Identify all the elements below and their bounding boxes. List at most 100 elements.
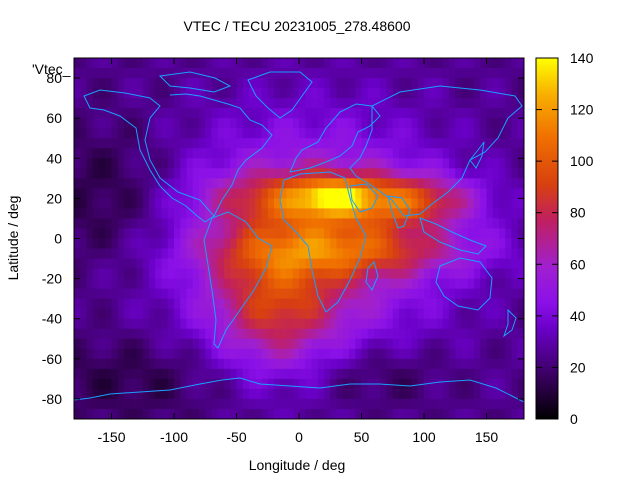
heatmap-cell xyxy=(267,408,275,419)
heatmap-cell xyxy=(180,198,188,210)
heatmap-cell xyxy=(499,258,506,270)
heatmap-cell xyxy=(292,378,300,390)
heatmap-cell xyxy=(230,388,238,400)
heatmap-cell xyxy=(242,128,250,139)
heatmap-cell xyxy=(324,68,331,79)
heatmap-cell xyxy=(130,278,138,290)
heatmap-cell xyxy=(105,318,113,330)
heatmap-cell xyxy=(149,228,156,240)
heatmap-cell xyxy=(330,148,338,159)
heatmap-cell xyxy=(211,408,219,419)
heatmap-cell xyxy=(411,298,419,310)
heatmap-cell xyxy=(149,278,156,290)
heatmap-cell xyxy=(280,358,288,370)
heatmap-cell xyxy=(405,168,413,179)
heatmap-cell xyxy=(317,178,325,189)
heatmap-cell xyxy=(449,398,456,410)
heatmap-cell xyxy=(449,128,456,139)
heatmap-cell xyxy=(261,308,269,320)
heatmap-cell xyxy=(424,58,431,69)
heatmap-cell xyxy=(280,238,288,250)
heatmap-cell xyxy=(305,98,313,109)
heatmap-cell xyxy=(174,158,181,169)
heatmap-cell xyxy=(286,378,294,390)
heatmap-cell xyxy=(330,108,338,119)
heatmap-cell xyxy=(192,118,200,129)
heatmap-cell xyxy=(161,98,169,109)
heatmap-cell xyxy=(330,78,338,89)
heatmap-cell xyxy=(480,118,488,129)
heatmap-cell xyxy=(355,348,363,360)
heatmap-cell xyxy=(211,58,219,69)
heatmap-cell xyxy=(130,208,138,220)
heatmap-cell xyxy=(274,98,281,109)
heatmap-cell xyxy=(467,58,475,69)
heatmap-cell xyxy=(292,398,300,410)
heatmap-cell xyxy=(374,248,381,260)
heatmap-cell xyxy=(292,328,300,340)
heatmap-cell xyxy=(492,368,500,380)
heatmap-cell xyxy=(430,278,438,290)
heatmap-cell xyxy=(255,298,263,310)
heatmap-cell xyxy=(311,378,319,390)
heatmap-cell xyxy=(305,308,313,320)
heatmap-cell xyxy=(174,88,181,99)
heatmap-cell xyxy=(511,198,519,210)
heatmap-cell xyxy=(311,68,319,79)
coastline-europe xyxy=(289,103,381,173)
heatmap-cell xyxy=(436,168,444,179)
heatmap-cell xyxy=(324,308,331,320)
heatmap-cell xyxy=(117,128,125,139)
heatmap-cell xyxy=(392,348,400,360)
heatmap-cell xyxy=(99,248,106,260)
heatmap-cell xyxy=(211,148,219,159)
heatmap-cell xyxy=(167,408,175,419)
heatmap-cell xyxy=(330,348,338,360)
heatmap-cell xyxy=(105,408,113,419)
heatmap-cell xyxy=(380,328,388,340)
heatmap-cell xyxy=(199,358,206,370)
heatmap-cell xyxy=(80,398,88,410)
heatmap-cell xyxy=(511,128,519,139)
heatmap-cell xyxy=(299,78,306,89)
heatmap-cell xyxy=(130,78,138,89)
heatmap-cell xyxy=(405,288,413,300)
heatmap-cell xyxy=(467,328,475,340)
heatmap-cell xyxy=(99,338,106,350)
heatmap-cell xyxy=(461,358,469,370)
heatmap-cell xyxy=(367,368,375,380)
heatmap-cell xyxy=(461,218,469,230)
heatmap-cell xyxy=(205,178,213,189)
heatmap-cell xyxy=(199,298,206,310)
heatmap-cell xyxy=(186,288,194,300)
heatmap-cell xyxy=(274,338,281,350)
heatmap-cell xyxy=(255,128,263,139)
heatmap-cell xyxy=(299,218,306,230)
heatmap-cell xyxy=(255,68,263,79)
heatmap-cell xyxy=(311,98,319,109)
heatmap-cell xyxy=(449,288,456,300)
heatmap-cell xyxy=(249,178,256,189)
heatmap-cell xyxy=(480,308,488,320)
heatmap-cell xyxy=(211,198,219,210)
heatmap-cell xyxy=(286,358,294,370)
heatmap-cell xyxy=(211,278,219,290)
heatmap-cell xyxy=(236,348,244,360)
heatmap-cell xyxy=(305,398,313,410)
heatmap-cell xyxy=(242,178,250,189)
heatmap-cell xyxy=(392,298,400,310)
heatmap-cell xyxy=(486,228,494,240)
heatmap-cell xyxy=(142,358,150,370)
heatmap-cell xyxy=(367,388,375,400)
heatmap-cell xyxy=(217,398,225,410)
heatmap-cell xyxy=(455,248,463,260)
heatmap-cell xyxy=(236,268,244,280)
heatmap-cell xyxy=(311,118,319,129)
heatmap-cell xyxy=(236,358,244,370)
heatmap-cell xyxy=(211,268,219,280)
heatmap-cell xyxy=(486,388,494,400)
heatmap-cell xyxy=(417,318,425,330)
heatmap-cell xyxy=(399,138,406,149)
heatmap-cell xyxy=(167,178,175,189)
heatmap-cell xyxy=(380,88,388,99)
